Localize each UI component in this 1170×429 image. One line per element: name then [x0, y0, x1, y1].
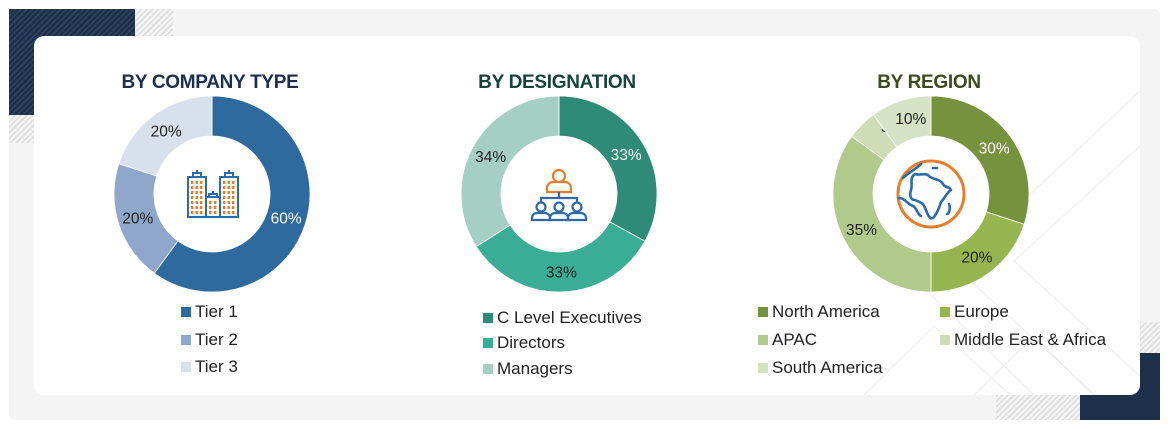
legend-label: Tier 1	[195, 302, 238, 321]
legend-label: Managers	[497, 359, 573, 378]
globe-icon	[896, 159, 966, 229]
segment-value-label: 33%	[611, 147, 642, 164]
legend-label: North America	[772, 302, 880, 321]
donut-segment-tier-3	[118, 95, 213, 177]
panel-designation: BY DESIGNATION	[457, 36, 657, 395]
legend-item-tier-2: Tier 2	[181, 330, 238, 350]
legend-label: South America	[772, 358, 883, 377]
legend-swatch	[940, 335, 950, 345]
legend-swatch	[181, 335, 191, 345]
segment-value-label: 60%	[271, 211, 302, 228]
legend-item-c-level-executives: C Level Executives	[483, 308, 642, 328]
hatch-decoration-right	[1140, 322, 1160, 353]
legend-label: C Level Executives	[497, 308, 642, 327]
segment-value-label: 20%	[151, 123, 182, 140]
donut-segment-tier-1	[153, 95, 311, 293]
infographic-card: BY COMPANY TYPE 60% 20% 20% Tier 1 Tier 2 Ti…	[34, 36, 1140, 395]
chart-title: BY REGION	[877, 72, 981, 93]
donut-chart-company-type: 60% 20% 20%	[112, 94, 312, 299]
legend-item-managers: Managers	[483, 359, 573, 379]
segment-value-label: 10%	[895, 111, 926, 128]
legend-swatch	[181, 307, 191, 317]
chart-title: BY COMPANY TYPE	[121, 72, 299, 93]
segment-value-label: 20%	[961, 250, 992, 267]
segment-value-label: 33%	[546, 264, 577, 281]
legend-item-north-america: North America	[758, 302, 880, 322]
legend-swatch	[181, 362, 191, 372]
donut-segment-apac	[832, 135, 932, 293]
buildings-icon	[187, 170, 239, 218]
legend-label: Directors	[497, 333, 566, 352]
legend-item-tier-3: Tier 3	[181, 357, 238, 377]
segment-value-label: 20%	[122, 211, 153, 228]
chart-title: BY DESIGNATION	[478, 72, 636, 93]
org-hierarchy-icon	[530, 168, 588, 222]
segment-value-label: 34%	[475, 149, 506, 166]
donut-chart-designation: 33% 33% 34%	[459, 94, 659, 299]
donut-segment-south-america	[872, 95, 932, 148]
legend-swatch	[758, 363, 768, 373]
donut-chart-region: 30%20%35%5%10%	[831, 94, 1031, 299]
segment-value-label: 30%	[979, 141, 1010, 158]
legend-swatch	[483, 338, 493, 348]
legend-label: Tier 2	[195, 330, 238, 349]
legend-item-south-america: South America	[758, 358, 883, 378]
legend-swatch	[940, 307, 950, 317]
legend-item-europe: Europe	[940, 302, 1009, 322]
legend-item-apac: APAC	[758, 330, 817, 350]
hatch-decoration-bottom	[996, 395, 1080, 420]
hatch-decoration-top	[135, 9, 173, 36]
donut-segment-c-level-executives	[558, 95, 658, 242]
legend-item-middle-east-africa: Middle East & Africa	[940, 330, 1106, 350]
segment-value-label: 35%	[846, 222, 877, 239]
panel-region: BY REGION	[829, 36, 1029, 395]
donut-segment-managers	[460, 95, 560, 248]
donut-segment-directors	[475, 221, 646, 293]
legend-swatch	[483, 364, 493, 374]
hatch-decoration-left	[9, 115, 34, 143]
legend-label: Europe	[954, 302, 1009, 321]
legend-item-directors: Directors	[483, 333, 565, 353]
legend-swatch	[758, 335, 768, 345]
legend-swatch	[483, 313, 493, 323]
legend-label: Tier 3	[195, 357, 238, 376]
legend-swatch	[758, 307, 768, 317]
legend-item-tier-1: Tier 1	[181, 302, 238, 322]
panel-company-type: BY COMPANY TYPE	[110, 36, 310, 395]
legend-label: Middle East & Africa	[954, 330, 1107, 349]
legend-label: APAC	[772, 330, 818, 349]
donut-segment-north-america	[930, 95, 1030, 225]
